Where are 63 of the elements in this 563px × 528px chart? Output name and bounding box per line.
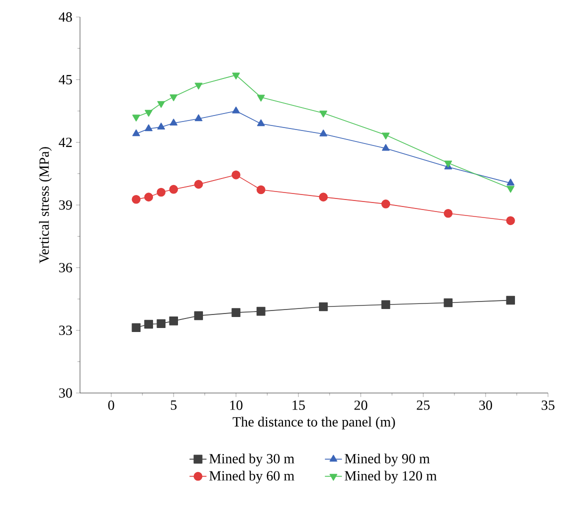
point [169,316,178,326]
point [132,323,141,332]
point [256,306,266,316]
y-tick-label: 39 [59,200,72,210]
x-tick-label: 5 [170,400,177,410]
point [257,119,265,126]
point [194,82,202,90]
y-tick-label: 42 [58,138,72,147]
x-tick-label: 25 [416,400,430,410]
x-tick-label: 35 [542,400,554,410]
point [132,194,141,204]
x-axis-title: The distance to the panel (m) [232,416,395,430]
point [144,192,154,202]
point [144,124,153,132]
x-tick-label: 10 [230,400,242,410]
legend-label: Mined by 60 m [209,470,294,484]
point [144,320,154,329]
point [194,180,203,189]
legend-label: Mined by 120 m [344,470,437,484]
point [232,72,240,80]
point [381,200,390,208]
point [132,129,140,136]
point [156,319,166,328]
point [318,302,328,312]
point [506,186,514,193]
point [382,132,390,140]
point [232,308,240,317]
point [318,192,328,202]
point [157,122,165,130]
legend-label: Mined by 90 m [344,454,430,466]
x-tick-label: 20 [354,400,368,410]
point [444,298,453,308]
point [382,144,390,151]
point [506,296,515,305]
y-tick-label: 30 [59,388,72,398]
point [444,208,453,218]
point [256,185,266,194]
point [132,114,140,122]
legend-label: Mined by 30 m [209,454,294,466]
point [157,101,165,108]
point [506,216,515,226]
point [156,188,166,197]
y-tick-label: 33 [59,326,72,336]
y-tick-label: 48 [58,12,72,22]
y-tick-label: 36 [59,262,72,272]
point [194,311,203,320]
point [232,170,240,180]
point [381,300,390,310]
point [320,130,328,136]
point [320,110,328,118]
y-axis-title: Vertical stress (MPa) [39,147,52,264]
y-tick-label: 45 [58,75,72,84]
x-tick-label: 15 [292,400,305,410]
point [232,106,240,114]
x-tick-label: 0 [108,400,114,410]
point [169,184,178,194]
point [170,118,178,126]
point [170,94,178,102]
point [257,94,265,102]
point [506,178,514,186]
x-tick-label: 30 [479,400,492,410]
point [144,110,153,117]
point [194,114,202,122]
